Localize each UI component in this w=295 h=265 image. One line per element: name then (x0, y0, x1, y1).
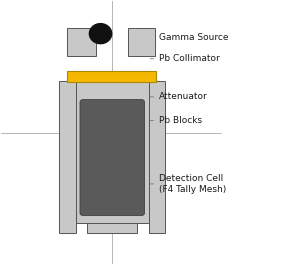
Text: Gamma Source: Gamma Source (150, 33, 229, 42)
FancyBboxPatch shape (59, 81, 76, 233)
FancyBboxPatch shape (80, 100, 145, 215)
FancyBboxPatch shape (67, 28, 96, 56)
FancyBboxPatch shape (87, 223, 137, 233)
Text: Attenuator: Attenuator (150, 92, 208, 101)
Text: Pb Blocks: Pb Blocks (150, 116, 202, 125)
FancyBboxPatch shape (67, 70, 156, 82)
Text: Pb Collimator: Pb Collimator (150, 54, 220, 63)
Text: Detection Cell
(F4 Tally Mesh): Detection Cell (F4 Tally Mesh) (150, 174, 227, 194)
FancyBboxPatch shape (128, 28, 155, 56)
Circle shape (89, 24, 112, 44)
FancyBboxPatch shape (149, 81, 165, 233)
FancyBboxPatch shape (76, 82, 149, 223)
